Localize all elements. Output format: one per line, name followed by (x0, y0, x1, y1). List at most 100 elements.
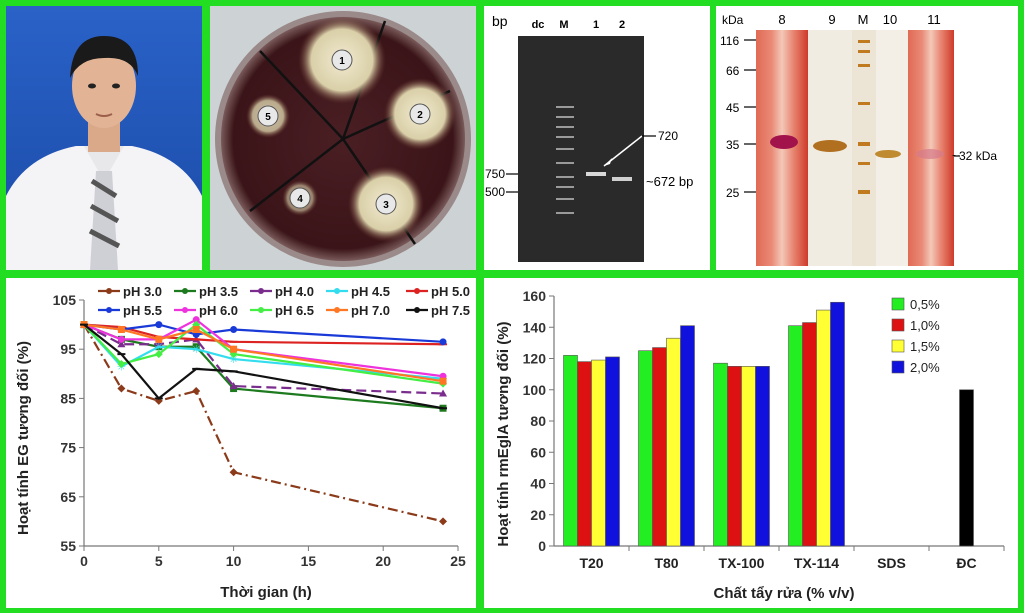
sds-band-lane-10 (875, 150, 901, 158)
ph-legend-item: pH 7.5 (406, 303, 470, 318)
ph-legend-marker (334, 307, 340, 313)
sds-band-lane-11 (916, 149, 944, 159)
ph-legend-marker (334, 288, 340, 294)
det-legend-item: 1,0% (891, 318, 940, 333)
det-bar (652, 347, 667, 547)
detergent-chart-x-label: Chất tẩy rửa (% v/v) (714, 585, 855, 602)
det-y-tick-label: 120 (523, 351, 547, 367)
ph-series-pH-3-0 (80, 320, 448, 526)
ph-x-tick-label: 25 (450, 553, 466, 569)
ph-legend-label: pH 4.0 (275, 284, 314, 299)
gel-band-label: ~672 bp (646, 174, 693, 189)
det-y-tick-label: 100 (523, 382, 547, 398)
ph-legend-marker (414, 288, 420, 294)
det-bar (830, 301, 845, 547)
det-bar (563, 355, 578, 547)
ph-legend-label: pH 5.0 (431, 284, 470, 299)
ph-legend-marker (258, 288, 264, 294)
ph-legend-item: pH 6.0 (174, 303, 238, 318)
det-bar (959, 389, 974, 547)
ph-x-tick-label: 15 (301, 553, 317, 569)
gel-unit-label: bp (492, 13, 508, 29)
ph-legend-item: pH 3.5 (174, 284, 238, 299)
ph-data-point (155, 321, 163, 329)
ph-legend-label: pH 6.0 (199, 303, 238, 318)
ph-legend-label: pH 6.5 (275, 303, 314, 318)
ph-data-point: ✳ (229, 354, 238, 366)
ph-data-point (229, 468, 238, 477)
det-y-tick-label: 20 (530, 507, 546, 523)
ph-y-tick-label: 55 (60, 538, 76, 554)
gel-arrow-label: 720 (658, 129, 678, 143)
det-bar (727, 366, 742, 547)
det-legend-item: 2,0% (891, 360, 940, 375)
det-bar (577, 361, 592, 547)
ph-data-point (230, 326, 238, 334)
ph-data-point (117, 326, 125, 334)
ph-series-line (83, 323, 444, 383)
sds-lane-10: 10 (883, 12, 897, 27)
sds-marker-ladder (858, 40, 870, 194)
det-y-tick-label: 0 (538, 538, 546, 554)
ph-data-point (192, 343, 200, 351)
ph-y-tick-label: 75 (60, 440, 76, 456)
ph-data-point (117, 384, 126, 393)
det-legend-item: 0,5% (891, 297, 940, 312)
det-bar (741, 366, 756, 547)
ph-series-line (83, 323, 444, 410)
ph-legend-label: pH 3.0 (123, 284, 162, 299)
ph-legend-label: pH 3.5 (199, 284, 238, 299)
ph-chart-x-label: Thời gian (h) (220, 584, 311, 601)
ph-y-tick-label: 105 (53, 292, 77, 308)
detergent-chart-axes: 0 20 40 60 80 100 120 140 160 T20 T80 TX-100 TX-114 S… (523, 288, 1005, 571)
plate-well-5: 5 (257, 105, 279, 127)
det-x-tick-label: T20 (579, 555, 603, 571)
plate-well-4: 4 (289, 187, 311, 209)
det-legend-label: 1,0% (910, 318, 940, 333)
ph-data-point (439, 338, 447, 346)
sds-lane-M: M (858, 12, 869, 27)
ph-series-pH-7-5 (80, 323, 448, 410)
agarose-gel-image: bp dc M 1 2 750 500 720 ~672 bp (484, 6, 710, 270)
ph-legend-label: pH 5.5 (123, 303, 162, 318)
sds-band-lane-8 (770, 135, 798, 149)
gel-lane-2: 2 (619, 19, 625, 31)
det-y-tick-label: 60 (530, 444, 546, 460)
petri-plate-image: 1 2 3 4 5 (210, 6, 476, 270)
det-y-tick-label: 160 (523, 288, 547, 304)
det-legend-label: 2,0% (910, 360, 940, 375)
gel-band-lane-1 (586, 172, 606, 176)
gel-marker-750: 750 (485, 167, 505, 181)
ph-series-line (83, 324, 444, 523)
det-legend-label: 0,5% (910, 297, 940, 312)
ph-data-point: ✳ (154, 342, 163, 354)
ph-legend-marker (106, 288, 112, 294)
ph-chart-y-label: Hoạt tính EG tương đối (%) (15, 341, 32, 535)
svg-text:1: 1 (339, 56, 345, 67)
ph-data-point (439, 517, 448, 526)
det-legend-swatch (891, 339, 905, 353)
ph-legend-item: pH 6.5 (250, 303, 314, 318)
det-bar (816, 309, 831, 547)
det-y-tick-label: 140 (523, 319, 547, 335)
ph-legend-marker (182, 307, 188, 313)
ph-series-line (83, 323, 444, 410)
ph-legend-label: pH 7.5 (431, 303, 470, 318)
ph-x-tick-label: 20 (375, 553, 391, 569)
svg-text:2: 2 (417, 110, 423, 121)
ph-data-point (155, 335, 163, 343)
ph-chart-legend: pH 3.0 pH 3.5 pH 4.0 pH 4.5 pH 5.0 pH 5.5 pH 6… (98, 284, 470, 318)
det-bar (680, 325, 695, 547)
ph-legend-label: pH 4.5 (351, 284, 390, 299)
ph-data-point (439, 389, 448, 397)
ph-legend-item: pH 7.0 (326, 303, 390, 318)
det-legend-swatch (891, 360, 905, 374)
detergent-chart-y-label: Hoạt tính rmEglA tương đối (%) (495, 321, 512, 546)
ph-data-point (439, 377, 447, 385)
svg-text:5: 5 (265, 112, 271, 123)
det-bar (713, 362, 728, 547)
det-x-tick-label: TX-100 (719, 555, 765, 571)
ph-legend-item: pH 3.0 (98, 284, 162, 299)
ph-y-tick-label: 95 (60, 341, 76, 357)
ph-legend-item: pH 5.5 (98, 303, 162, 318)
